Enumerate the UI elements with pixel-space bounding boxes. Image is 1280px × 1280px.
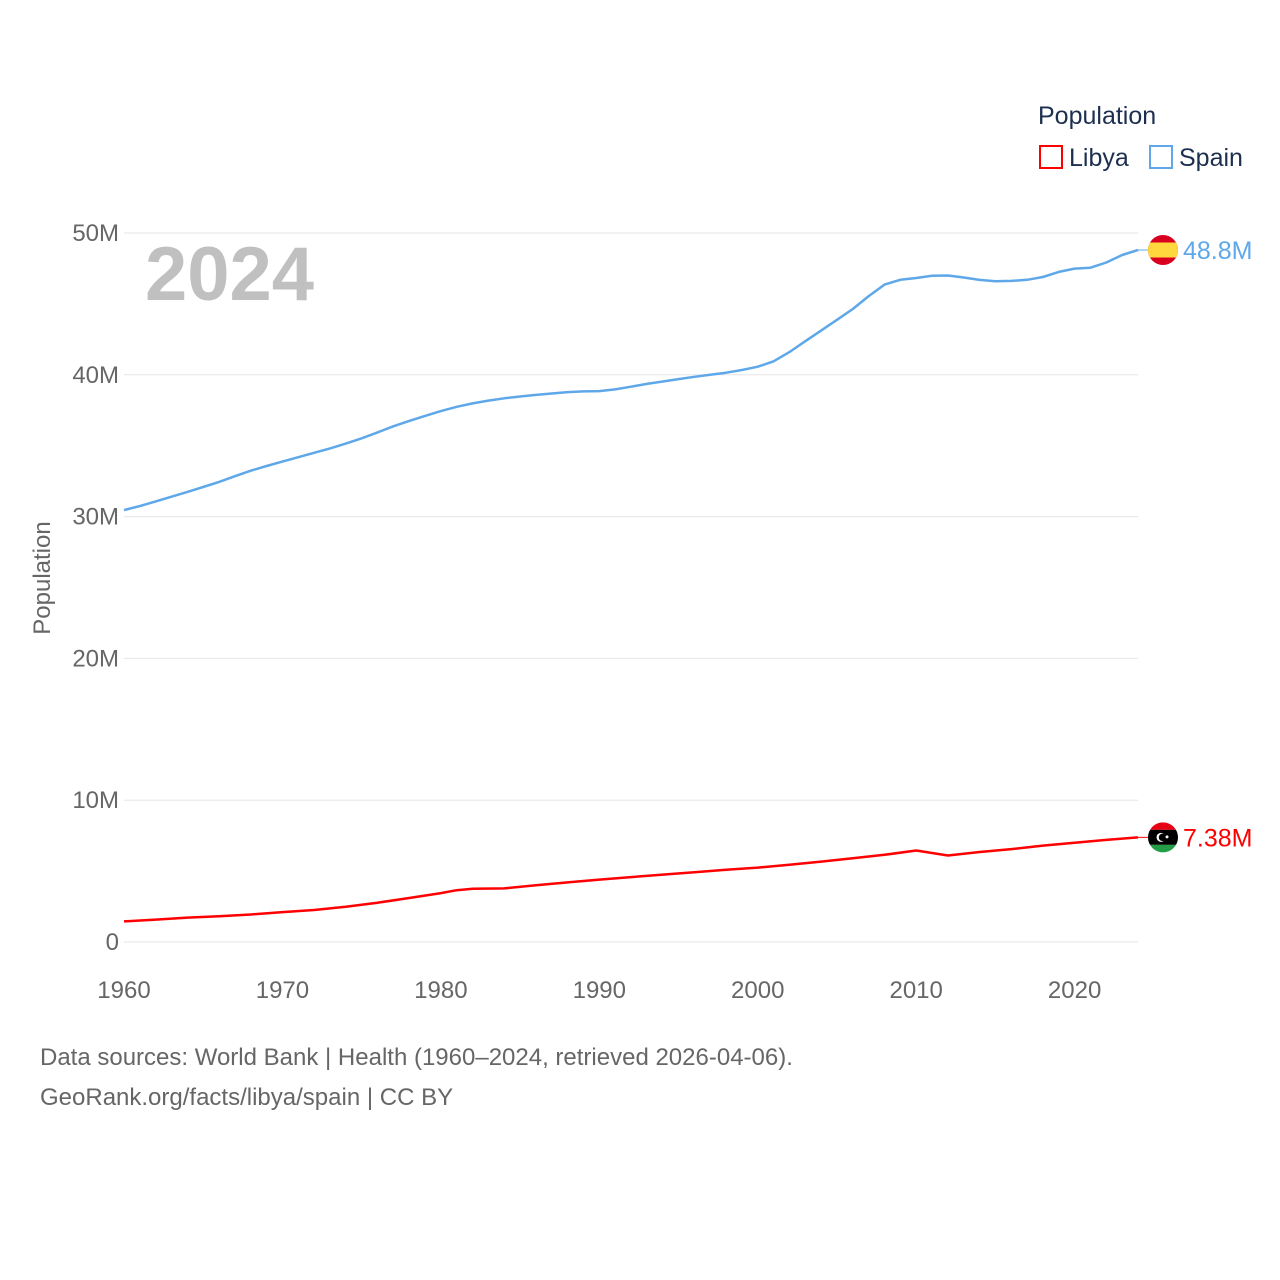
end-value-label-spain: 48.8M xyxy=(1183,237,1252,265)
legend-swatch-spain xyxy=(1149,145,1173,169)
x-tick-label: 1960 xyxy=(97,977,150,1004)
x-tick-label: 1980 xyxy=(414,977,467,1004)
x-tick-label: 2000 xyxy=(731,977,784,1004)
spain-flag-icon xyxy=(1148,235,1178,266)
x-tick-label: 2020 xyxy=(1048,977,1101,1004)
year-watermark: 2024 xyxy=(145,232,314,317)
x-tick-label: 1970 xyxy=(256,977,309,1004)
y-tick-label: 20M xyxy=(72,645,119,672)
y-tick-label: 10M xyxy=(72,787,119,814)
data-sources-text: Data sources: World Bank | Health (1960–… xyxy=(40,1044,793,1071)
legend-title: Population xyxy=(1038,102,1156,130)
series-line-spain xyxy=(123,248,1139,512)
x-tick-label: 2010 xyxy=(889,977,942,1004)
legend-label-spain: Spain xyxy=(1179,144,1243,172)
legend-swatch-libya xyxy=(1039,145,1063,169)
y-tick-label: 0 xyxy=(106,929,119,956)
series-line-libya xyxy=(123,836,1139,923)
y-tick-label: 30M xyxy=(72,504,119,531)
x-tick-label: 1990 xyxy=(573,977,626,1004)
source-link[interactable]: GeoRank.org/facts/libya/spain | CC BY xyxy=(40,1084,454,1111)
y-axis-label: Population xyxy=(29,521,56,634)
end-value-label-libya: 7.38M xyxy=(1183,824,1252,852)
y-tick-label: 50M xyxy=(72,220,119,247)
legend-label-libya: Libya xyxy=(1069,144,1129,172)
y-tick-label: 40M xyxy=(72,362,119,389)
libya-flag-icon xyxy=(1148,822,1178,853)
